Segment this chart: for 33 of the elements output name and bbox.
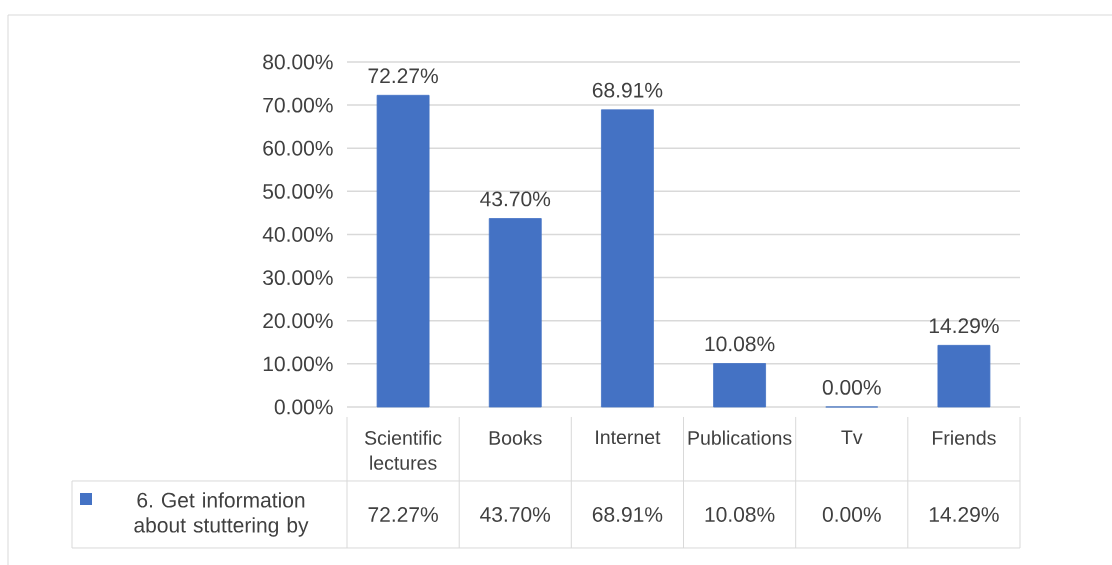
x-tick-label: Books [489, 430, 542, 445]
bar [376, 94, 430, 408]
text: 68.91% [592, 82, 663, 98]
y-tick-label: 20.00% [263, 313, 333, 329]
data-label: 14.29% [929, 507, 999, 522]
x-tick-label: Tv [841, 430, 863, 444]
y-tick-label: 50.00% [263, 183, 333, 199]
y-tick-label: 80.00% [263, 54, 333, 70]
x-tick-label: Publications [688, 430, 792, 445]
data-label: 43.70% [480, 507, 551, 522]
text: 72.27% [368, 68, 438, 84]
data-label: 10.08% [705, 507, 775, 522]
text: 43.70% [480, 191, 551, 207]
x-tick-label: Scientific lectures [364, 430, 442, 470]
bar [937, 344, 991, 408]
x-tick-label: Internet [596, 430, 661, 445]
bar [713, 363, 766, 408]
bar [488, 218, 542, 408]
data-label: 0.00% [822, 507, 881, 522]
y-tick-label: 0.00% [274, 399, 333, 415]
x-tick-label: Friends [933, 430, 996, 445]
text: 0.00% [822, 379, 881, 395]
text: 14.29% [929, 318, 999, 334]
bar [601, 109, 654, 408]
legend-label: 6. Get information about stuttering by [134, 492, 309, 537]
y-tick-label: 10.00% [263, 356, 333, 372]
y-tick-label: 60.00% [263, 140, 333, 156]
y-tick-label: 70.00% [263, 97, 333, 113]
text: 10.08% [705, 336, 775, 352]
data-label: 68.91% [592, 507, 663, 522]
y-tick-label: 30.00% [263, 270, 333, 286]
y-tick-label: 40.00% [262, 227, 333, 242]
data-label: 72.27% [368, 507, 438, 522]
